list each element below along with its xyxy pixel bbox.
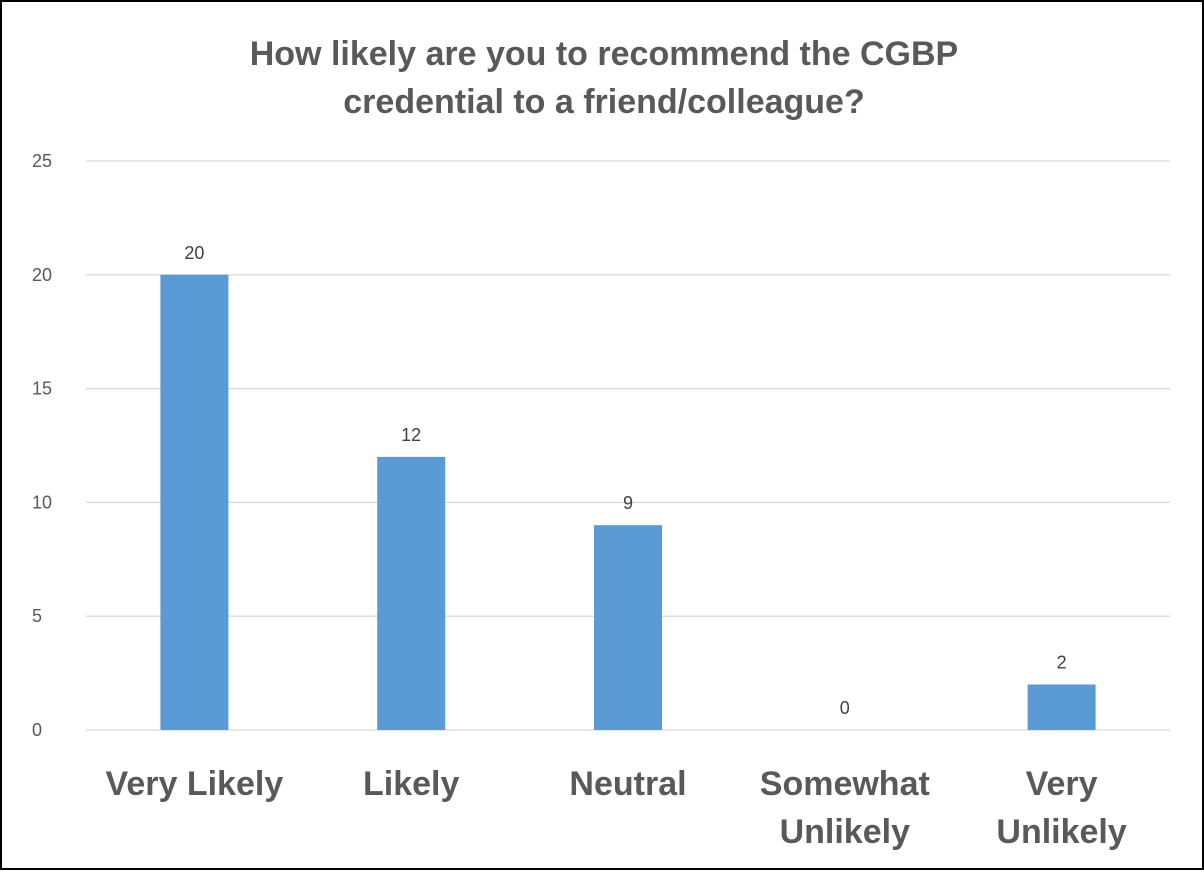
x-tick-line: Likely	[363, 765, 459, 803]
x-tick-line: Unlikely	[996, 813, 1126, 851]
bar	[160, 274, 229, 730]
x-tick-line: Somewhat	[760, 765, 930, 803]
x-tick-label: Very Likely	[106, 765, 284, 803]
data-label: 2	[1057, 652, 1067, 672]
y-tick-label: 10	[32, 492, 52, 512]
x-tick-line: Neutral	[569, 765, 686, 803]
x-tick-label: Neutral	[569, 765, 686, 803]
gridlines	[86, 160, 1170, 731]
y-tick-label: 20	[32, 265, 52, 285]
data-labels: 20 12 9 0 2	[184, 243, 1066, 718]
data-label: 9	[623, 493, 633, 513]
x-tick-label: Very Unlikely	[996, 765, 1126, 851]
y-axis-ticks: 0 5 10 15 20 25	[32, 151, 52, 740]
bar	[377, 456, 446, 730]
y-tick-label: 15	[32, 379, 52, 399]
x-tick-line: Very	[1026, 765, 1098, 803]
bars	[160, 274, 1096, 730]
x-tick-line: Unlikely	[780, 813, 910, 851]
data-label: 20	[184, 243, 204, 263]
data-label: 0	[840, 698, 850, 718]
chart-title: How likely are you to recommend the CGBP…	[249, 35, 959, 121]
x-tick-label: Likely	[363, 765, 459, 803]
x-tick-line: Very Likely	[106, 765, 284, 803]
data-label: 12	[401, 425, 421, 445]
x-tick-label: Somewhat Unlikely	[760, 765, 930, 851]
bar	[1027, 684, 1096, 730]
x-axis-ticks: Very Likely Likely Neutral Somewhat Unlikely…	[106, 765, 1127, 851]
bar	[594, 525, 662, 730]
y-tick-label: 0	[32, 720, 42, 740]
y-tick-label: 5	[32, 606, 42, 626]
y-tick-label: 25	[32, 151, 52, 171]
